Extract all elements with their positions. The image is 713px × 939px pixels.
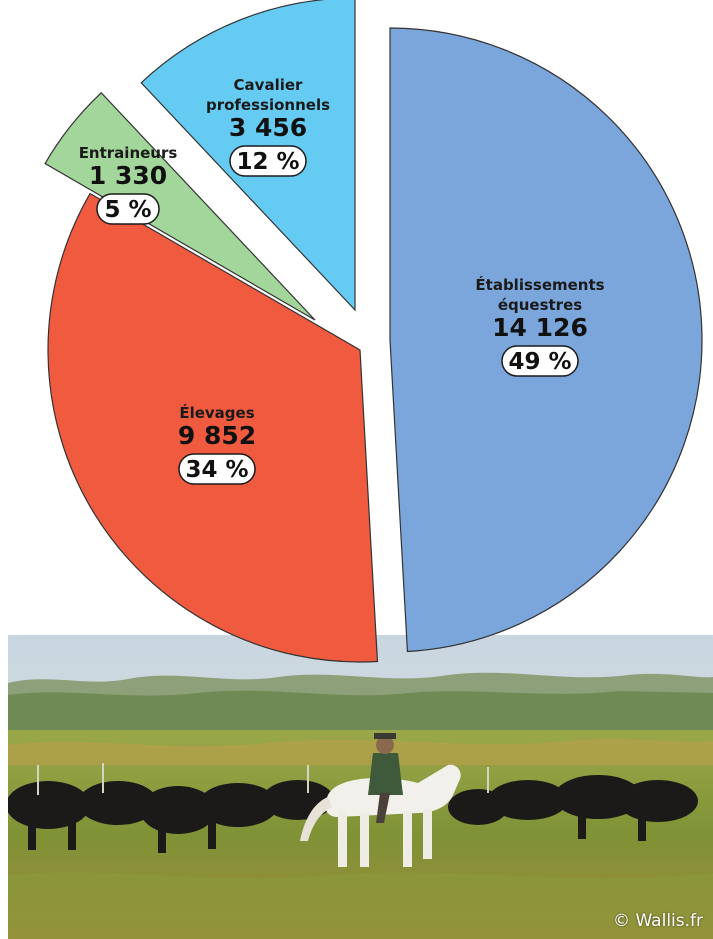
slice-name: Établissements bbox=[475, 275, 604, 294]
slice-name: Élevages bbox=[179, 403, 254, 422]
slice-percent: 5 % bbox=[104, 197, 151, 223]
camargue-photo: © Wallis.fr bbox=[8, 635, 713, 939]
pie-slice-3 bbox=[44, 91, 316, 321]
slice-count: 14 126 bbox=[492, 313, 588, 342]
slice-name: équestres bbox=[498, 296, 582, 314]
slice-name: Entraineurs bbox=[79, 144, 178, 162]
percent-pill bbox=[96, 193, 160, 225]
slice-name: professionnels bbox=[206, 96, 330, 114]
slice-count: 1 330 bbox=[89, 161, 167, 190]
percent-pill bbox=[501, 345, 579, 377]
slice-count: 9 852 bbox=[178, 421, 256, 450]
percent-pill bbox=[229, 145, 307, 177]
slice-name: Cavalier bbox=[234, 76, 303, 94]
slice-percent: 49 % bbox=[508, 349, 571, 375]
photo-illustration bbox=[8, 635, 713, 939]
pie-slice-1 bbox=[389, 27, 703, 653]
slice-percent: 12 % bbox=[236, 149, 299, 175]
slice-count: 3 456 bbox=[229, 113, 307, 142]
percent-pill bbox=[178, 453, 256, 485]
pie-slice-2 bbox=[47, 192, 379, 663]
slice-percent: 34 % bbox=[185, 457, 248, 483]
photo-credit: © Wallis.fr bbox=[613, 911, 703, 931]
